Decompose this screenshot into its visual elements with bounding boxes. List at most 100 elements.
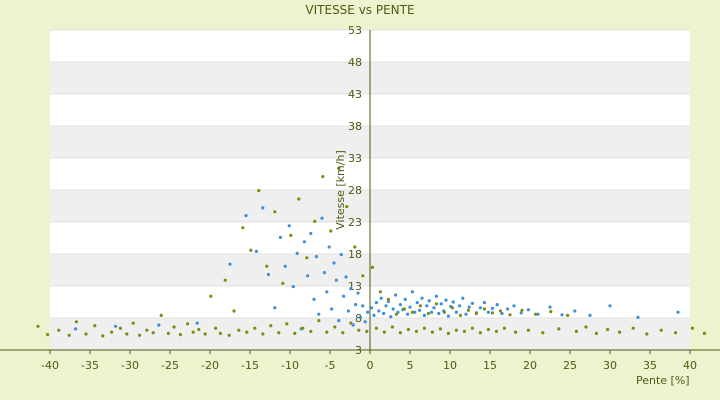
scatter-point <box>273 306 277 310</box>
x-axis-line <box>0 349 720 354</box>
scatter-point <box>451 300 455 304</box>
x-tick-label: -35 <box>81 359 99 372</box>
scatter-point <box>346 309 350 313</box>
scatter-point <box>549 310 553 314</box>
scatter-point <box>439 302 443 306</box>
scatter-point <box>470 326 474 330</box>
scatter-point <box>131 321 135 325</box>
scatter-point <box>466 308 470 312</box>
scatter-point <box>573 309 577 313</box>
scatter-point <box>265 264 269 268</box>
scatter-point <box>321 175 325 179</box>
scatter-point <box>67 333 71 337</box>
scatter-point <box>325 290 329 294</box>
scatter-point <box>490 306 494 310</box>
scatter-point <box>382 311 386 316</box>
scatter-point <box>293 331 297 335</box>
scatter-point <box>305 256 309 260</box>
scatter-point <box>349 287 353 291</box>
scatter-point <box>166 331 170 335</box>
scatter-point <box>191 330 195 334</box>
scatter-point <box>295 251 299 255</box>
scatter-point <box>458 313 462 317</box>
scatter-point <box>118 326 122 330</box>
scatter-point <box>361 304 365 308</box>
scatter-point <box>269 324 273 328</box>
scatter-point <box>398 331 402 335</box>
scatter-point <box>676 310 680 314</box>
scatter-point <box>333 325 337 329</box>
scatter-point <box>341 331 345 335</box>
scatter-point <box>322 271 326 275</box>
scatter-point <box>584 325 588 329</box>
scatter-point <box>434 294 438 298</box>
scatter-point <box>339 253 343 257</box>
scatter-point <box>312 297 316 301</box>
scatter-point <box>325 330 329 334</box>
scatter-point <box>406 312 410 316</box>
y-tick-label: 43 <box>348 88 362 101</box>
scatter-point <box>345 205 349 209</box>
scatter-point <box>301 326 305 330</box>
scatter-point <box>374 326 378 330</box>
scatter-point <box>526 328 531 332</box>
scatter-point <box>438 327 442 331</box>
scatter-point <box>145 328 149 332</box>
scatter-point <box>467 305 471 309</box>
x-tick-label: 40 <box>683 359 697 372</box>
scatter-point <box>420 296 424 300</box>
scatter-point <box>329 229 333 233</box>
scatter-point <box>413 310 417 314</box>
scatter-point <box>353 245 357 249</box>
scatter-point <box>406 327 410 332</box>
scatter-point <box>594 331 599 335</box>
scatter-point <box>415 301 419 305</box>
y-tick-label: 8 <box>355 312 362 325</box>
x-tick-label: -5 <box>325 359 336 372</box>
scatter-point <box>422 313 426 317</box>
scatter-point <box>442 310 446 314</box>
scatter-point <box>261 332 265 336</box>
scatter-point <box>526 308 531 312</box>
x-tick-label: -40 <box>41 359 59 372</box>
scatter-point <box>378 290 382 294</box>
scatter-point <box>101 334 105 338</box>
scatter-point <box>218 331 222 335</box>
scatter-point <box>482 307 486 311</box>
scatter-point <box>334 278 338 282</box>
scatter-point <box>410 290 414 294</box>
y-tick-label: 18 <box>348 248 362 261</box>
scatter-point <box>228 262 232 266</box>
scatter-point <box>384 304 388 308</box>
scatter-point <box>317 312 321 316</box>
scatter-point <box>382 330 386 334</box>
scatter-point <box>151 331 155 335</box>
x-tick-label: 0 <box>367 359 374 372</box>
scatter-point <box>690 326 695 330</box>
scatter-point <box>287 224 291 228</box>
scatter-point <box>557 327 561 331</box>
scatter-point <box>486 310 490 314</box>
scatter-point <box>534 312 538 316</box>
scatter-point <box>313 219 317 223</box>
x-tick-label: -30 <box>121 359 139 372</box>
scatter-point <box>365 329 369 333</box>
scatter-point <box>245 330 249 334</box>
scatter-point <box>370 306 374 310</box>
scatter-point <box>172 325 176 329</box>
scatter-point <box>327 245 331 249</box>
scatter-point <box>232 309 236 313</box>
x-tick-label: -10 <box>281 359 299 372</box>
scatter-point <box>560 313 564 317</box>
scatter-point <box>74 327 78 331</box>
y-tick-label: 38 <box>348 120 362 133</box>
scatter-point <box>462 329 466 333</box>
scatter-point <box>606 327 610 332</box>
scatter-point <box>636 315 640 319</box>
scatter-point <box>389 315 393 319</box>
scatter-point <box>494 329 498 333</box>
scatter-point <box>363 320 367 324</box>
scatter-point <box>372 313 376 317</box>
scatter-point <box>277 331 281 335</box>
